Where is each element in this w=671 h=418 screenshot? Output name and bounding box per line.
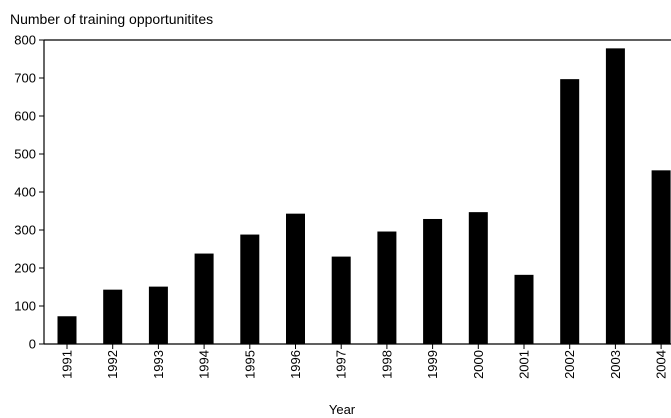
y-tick-label: 800: [14, 33, 36, 48]
bar-1996: [286, 213, 305, 344]
y-tick-label: 400: [14, 185, 36, 200]
bar-1999: [423, 218, 443, 344]
x-tick-label-1998: 1998: [379, 350, 394, 379]
x-tick-label-1994: 1994: [197, 350, 212, 379]
y-tick-label: 600: [14, 109, 36, 124]
x-axis-title: Year: [329, 402, 356, 417]
bar-2000: [468, 212, 488, 344]
y-tick-label: 100: [14, 299, 36, 314]
x-tick-label-2003: 2003: [608, 350, 623, 379]
y-tick-label: 300: [14, 223, 36, 238]
y-axis-title: Number of training opportunitites: [10, 11, 213, 27]
x-tick-label-1991: 1991: [60, 350, 75, 379]
y-tick-label: 500: [14, 147, 36, 162]
bar-1993: [148, 286, 168, 344]
bar-1998: [377, 231, 397, 344]
y-tick-label: 700: [14, 71, 36, 86]
x-tick-label-1992: 1992: [105, 350, 120, 379]
bar-1994: [194, 253, 214, 344]
bar-1991: [57, 316, 77, 344]
y-tick-label: 200: [14, 261, 36, 276]
x-tick-label-1996: 1996: [288, 350, 303, 379]
bars: [57, 48, 671, 345]
x-tick-label-2001: 2001: [517, 350, 532, 379]
y-tick-label: 0: [29, 337, 36, 352]
x-tick-label-2002: 2002: [562, 350, 577, 379]
bar-2002: [560, 79, 580, 344]
bar-1995: [240, 234, 260, 344]
x-tick-label-1995: 1995: [242, 350, 257, 379]
bar-1997: [331, 256, 351, 344]
x-tick-label-2004: 2004: [654, 350, 669, 379]
y-axis-ticks: 0 100 200 300 400 500 600 700 800: [14, 33, 44, 352]
x-tick-label-1997: 1997: [334, 350, 349, 379]
x-axis-ticks: 1991 1992 1993 1994 1995 1996 1997 1998 1999 2000…: [60, 344, 669, 379]
bar-2004: [651, 170, 671, 344]
x-tick-label-1999: 1999: [425, 350, 440, 379]
bar-2001: [514, 274, 534, 344]
bar-1992: [103, 289, 123, 344]
x-tick-label-2000: 2000: [471, 350, 486, 379]
x-tick-label-1993: 1993: [151, 350, 166, 379]
bar-2003: [605, 48, 625, 345]
